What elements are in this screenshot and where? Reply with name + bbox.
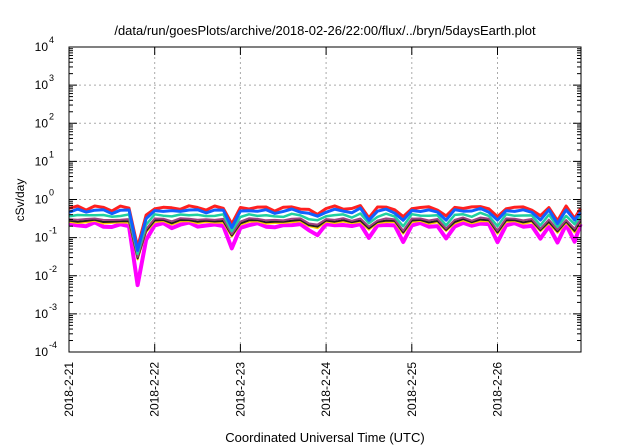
y-tick-label: 10 0 <box>35 188 54 207</box>
series-lines <box>68 204 583 288</box>
chart-title: /data/run/goesPlots/archive/2018-02-26/2… <box>114 23 536 38</box>
y-tick-base: 10 <box>35 193 49 207</box>
series-line-black <box>68 218 582 260</box>
y-tick-exponent: 1 <box>49 149 54 159</box>
y-tick-label: 10 -2 <box>35 264 57 283</box>
series-line-magenta <box>68 220 583 288</box>
y-tick-base: 10 <box>35 116 49 130</box>
x-tick-label: 2018-2-21 <box>62 362 76 417</box>
y-tick-base: 10 <box>35 307 49 321</box>
x-tick-label: 2018-2-26 <box>491 362 505 417</box>
y-tick-exponent: -2 <box>49 264 57 274</box>
y-tick-label: 10 -3 <box>35 302 57 321</box>
y-tick-exponent: -1 <box>49 226 57 236</box>
series-line-red <box>68 204 582 249</box>
y-tick-exponent: 3 <box>49 73 54 83</box>
x-tick-label: 2018-2-22 <box>148 362 162 417</box>
y-tick-base: 10 <box>35 154 49 168</box>
y-tick-exponent: 0 <box>49 188 54 198</box>
y-tick-label: 10 -1 <box>35 226 57 245</box>
y-axis-label: cSv/day <box>13 179 27 222</box>
y-tick-base: 10 <box>35 269 49 283</box>
y-tick-base: 10 <box>35 78 49 92</box>
grid <box>69 47 581 352</box>
x-axis-label: Coordinated Universal Time (UTC) <box>225 430 424 445</box>
series-line-blue <box>68 206 582 252</box>
y-tick-label: 10 -4 <box>35 340 57 359</box>
y-tick-label: 10 1 <box>35 149 54 168</box>
y-tick-exponent: 4 <box>49 35 54 45</box>
y-tick-base: 10 <box>35 345 49 359</box>
y-tick-base: 10 <box>35 40 49 54</box>
x-tick-label: 2018-2-24 <box>319 362 333 417</box>
y-tick-exponent: 2 <box>49 111 54 121</box>
x-tick-label: 2018-2-23 <box>233 362 247 417</box>
y-tick-exponent: -4 <box>49 340 57 350</box>
y-tick-exponent: -3 <box>49 302 57 312</box>
y-tick-label: 10 2 <box>35 111 54 130</box>
y-tick-base: 10 <box>35 231 49 245</box>
series-line-purple <box>68 216 582 258</box>
y-tick-label: 10 3 <box>35 73 54 92</box>
series-line-teal <box>68 211 582 256</box>
x-tick-label: 2018-2-25 <box>405 362 419 417</box>
y-tick-label: 10 4 <box>35 35 54 54</box>
